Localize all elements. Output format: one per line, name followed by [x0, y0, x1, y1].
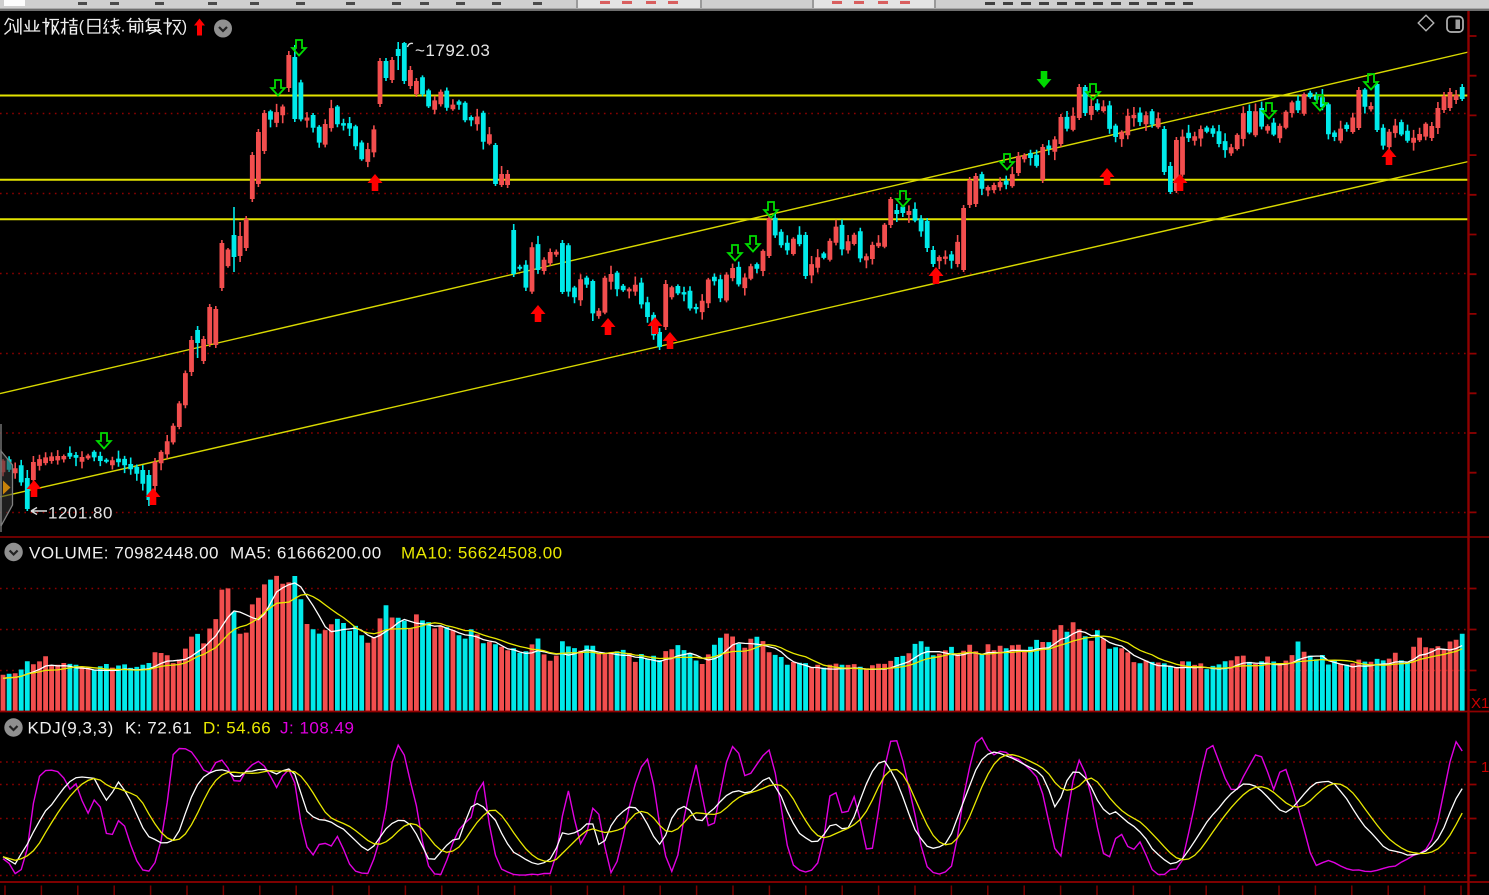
- svg-text:J: 108.49: J: 108.49: [280, 719, 354, 738]
- svg-text:MA10: 56624508.00: MA10: 56624508.00: [401, 544, 563, 563]
- svg-text:.: .: [121, 19, 125, 36]
- svg-text:KDJ(9,3,3): KDJ(9,3,3): [28, 719, 114, 738]
- svg-text:D: 54.66: D: 54.66: [203, 719, 271, 738]
- svg-text:VOLUME: 70982448.00: VOLUME: 70982448.00: [29, 544, 219, 563]
- svg-text:1201.80: 1201.80: [48, 504, 113, 523]
- svg-text:(: (: [79, 19, 85, 36]
- svg-text:1: 1: [1481, 759, 1489, 776]
- svg-text:~1792.03: ~1792.03: [415, 41, 490, 60]
- svg-text:X1: X1: [1471, 695, 1489, 712]
- svg-text:MA5: 61666200.00: MA5: 61666200.00: [230, 544, 382, 563]
- svg-text:K: 72.61: K: 72.61: [125, 719, 192, 738]
- svg-text:): ): [182, 19, 187, 36]
